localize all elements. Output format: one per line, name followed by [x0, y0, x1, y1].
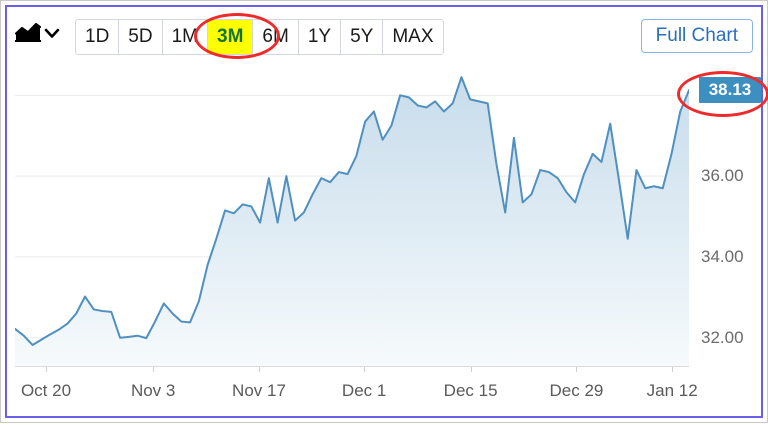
- x-axis-tick: [364, 367, 366, 372]
- x-axis-label: Nov 17: [232, 381, 286, 400]
- y-axis-label: 32.00: [701, 327, 744, 347]
- chart-toolbar: 1D 5D 1M 3M 6M 1Y 5Y MAX Full Chart: [1, 1, 768, 63]
- price-area-chart[interactable]: [15, 63, 689, 366]
- x-axis-tick: [258, 367, 260, 372]
- current-price-badge: 38.13: [699, 77, 761, 104]
- y-axis-label: 34.00: [701, 246, 744, 266]
- x-axis-tick: [576, 367, 578, 372]
- y-axis: 38.13 36.00 34.00 32.00: [693, 63, 768, 366]
- range-tab-3m[interactable]: 3M: [208, 20, 254, 54]
- range-tabs: 1D 5D 1M 3M 6M 1Y 5Y MAX: [75, 19, 444, 55]
- x-axis-tick: [470, 367, 472, 372]
- x-axis-label: Nov 3: [130, 381, 176, 400]
- range-tab-5y[interactable]: 5Y: [341, 20, 384, 54]
- x-axis-label: Dec 1: [341, 381, 387, 400]
- x-axis-tick: [153, 367, 155, 372]
- area-fill: [15, 77, 689, 366]
- range-tab-max[interactable]: MAX: [383, 20, 443, 54]
- chart-svg: [15, 76, 689, 366]
- x-axis-label: Oct 20: [20, 381, 72, 400]
- price-line: [15, 76, 689, 346]
- range-tab-1m[interactable]: 1M: [162, 20, 208, 54]
- full-chart-button[interactable]: Full Chart: [640, 19, 753, 53]
- chart-type-selector[interactable]: [15, 23, 60, 43]
- x-axis-tick: [672, 367, 674, 372]
- x-axis-tick: [46, 367, 47, 372]
- x-axis: Oct 20 Nov 3 Nov 17 Dec 1 Dec 15 Dec 29 Jan 12: [15, 366, 698, 425]
- x-axis-label: Dec 15: [443, 381, 498, 400]
- range-tab-1y[interactable]: 1Y: [298, 20, 342, 54]
- range-tab-5d[interactable]: 5D: [119, 20, 163, 54]
- x-axis-label: Jan 12: [646, 381, 698, 400]
- range-tab-1d[interactable]: 1D: [76, 20, 120, 54]
- chevron-down-icon: [44, 27, 60, 39]
- chart-container: 38.13 36.00 34.00 32.00 Oct 20 Nov 3 Nov 1…: [1, 63, 768, 424]
- y-axis-label: 36.00: [701, 166, 744, 186]
- range-tab-6m[interactable]: 6M: [253, 20, 299, 54]
- x-axis-label: Dec 29: [549, 381, 604, 400]
- area-chart-icon: [15, 23, 41, 43]
